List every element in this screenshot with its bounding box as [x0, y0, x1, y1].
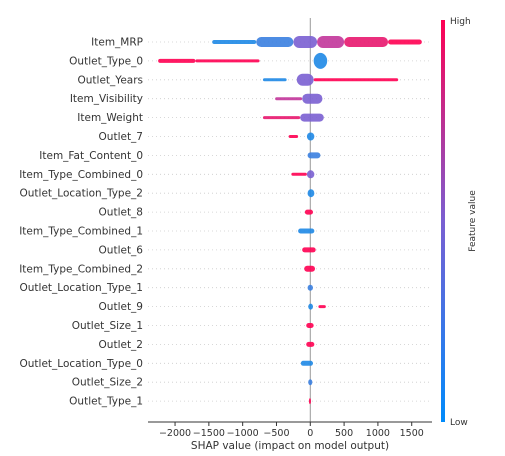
x-axis-title: SHAP value (impact on model output) [191, 440, 389, 452]
swarm-segment [302, 247, 316, 253]
feature-label: Item_Visibility [70, 93, 143, 105]
feature-label: Item_Type_Combined_2 [19, 263, 143, 275]
swarm-segment [306, 323, 314, 328]
colorbar [441, 20, 445, 422]
feature-label: Outlet_Years [78, 74, 143, 86]
swarm-segment [317, 36, 345, 48]
swarm-segment [304, 265, 316, 272]
swarm-segment [388, 39, 422, 45]
feature-label: Outlet_Size_2 [72, 377, 143, 389]
swarm-segment [262, 116, 301, 120]
swarm-segment [212, 40, 257, 44]
swarm-segment [300, 113, 324, 122]
swarm-segment [308, 303, 313, 310]
swarm-segment [302, 93, 323, 104]
x-tick-label: −1000 [227, 428, 259, 439]
x-ticks: −2000 −1500 −1000 −500 0 500 1000 1500 [159, 422, 424, 439]
feature-label: Item_Type_Combined_1 [19, 226, 143, 238]
swarm-segment [288, 135, 299, 138]
swarm-segment [313, 78, 399, 82]
feature-label: Outlet_7 [99, 131, 143, 143]
swarm-segment [308, 379, 313, 386]
swarm-segment [158, 58, 196, 63]
row-guides [148, 41, 432, 402]
swarm-segment [300, 360, 313, 366]
swarm-segment [275, 97, 303, 101]
swarm-segment [296, 73, 314, 86]
swarm-segment [195, 59, 260, 63]
feature-label: Item_Type_Combined_0 [19, 169, 143, 181]
swarm-segment [306, 132, 315, 141]
swarm-segment [291, 172, 307, 176]
feature-label: Outlet_6 [99, 244, 144, 256]
feature-label: Item_Fat_Content_0 [39, 150, 143, 162]
feature-labels: Item_MRP Outlet_Type_0 Outlet_Years Item_Vi… [19, 37, 143, 408]
x-tick-label: 1500 [400, 428, 424, 439]
swarm-segment [306, 170, 315, 179]
feature-label: Outlet_2 [99, 339, 143, 351]
feature-label: Outlet_8 [99, 207, 143, 219]
swarm-segment [307, 152, 321, 159]
swarm-segment [306, 341, 315, 347]
colorbar-title: Feature value [468, 190, 478, 252]
swarm-segment [313, 52, 328, 69]
x-tick-label: −2000 [159, 428, 191, 439]
swarm-segment [256, 37, 294, 47]
swarm-segment [307, 189, 315, 198]
feature-label: Outlet_Location_Type_2 [20, 188, 144, 200]
feature-label: Outlet_Type_0 [69, 55, 143, 67]
swarm-segment [318, 305, 326, 309]
x-tick-label: −500 [263, 428, 289, 439]
feature-label: Outlet_Type_1 [69, 396, 143, 408]
swarm-segment [298, 228, 315, 234]
feature-label: Outlet_Size_1 [72, 320, 143, 332]
swarm-layer [158, 36, 422, 405]
swarm-segment [293, 36, 318, 48]
swarm-segment [308, 398, 311, 405]
swarm-segment [304, 209, 313, 215]
x-tick-label: −1500 [193, 428, 225, 439]
swarm-segment [344, 37, 389, 47]
feature-label: Item_MRP [91, 37, 143, 49]
feature-label: Item_Weight [77, 112, 143, 124]
feature-label: Outlet_Location_Type_1 [20, 282, 144, 294]
swarm-segment [307, 284, 313, 291]
feature-label: Outlet_9 [99, 301, 143, 313]
x-tick-label: 500 [335, 428, 353, 439]
x-tick-label: 1000 [366, 428, 390, 439]
x-tick-label: 0 [307, 428, 313, 439]
feature-label: Outlet_Location_Type_0 [20, 358, 144, 370]
swarm-segment [262, 78, 287, 82]
colorbar-low-label: Low [450, 418, 468, 428]
colorbar-high-label: High [450, 17, 471, 27]
